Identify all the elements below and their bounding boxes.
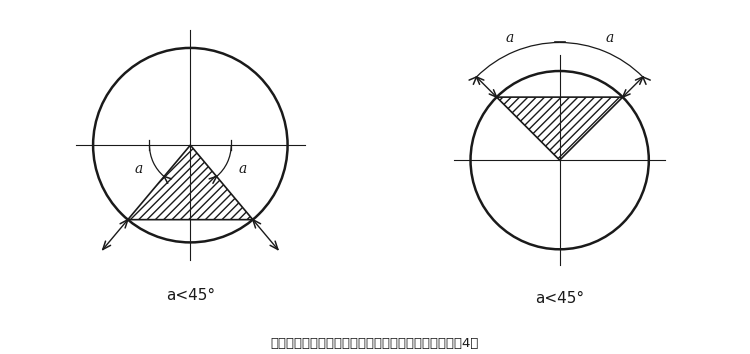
Text: a: a xyxy=(238,162,247,176)
Text: 水平或倾斜管道安装平衡流量计取压口位置示意图（图4）: 水平或倾斜管道安装平衡流量计取压口位置示意图（图4） xyxy=(271,337,479,350)
Text: a: a xyxy=(505,31,513,45)
Text: a<45°: a<45° xyxy=(166,289,215,303)
Text: a<45°: a<45° xyxy=(535,291,584,306)
Text: a: a xyxy=(606,31,614,45)
Text: a: a xyxy=(134,162,142,176)
